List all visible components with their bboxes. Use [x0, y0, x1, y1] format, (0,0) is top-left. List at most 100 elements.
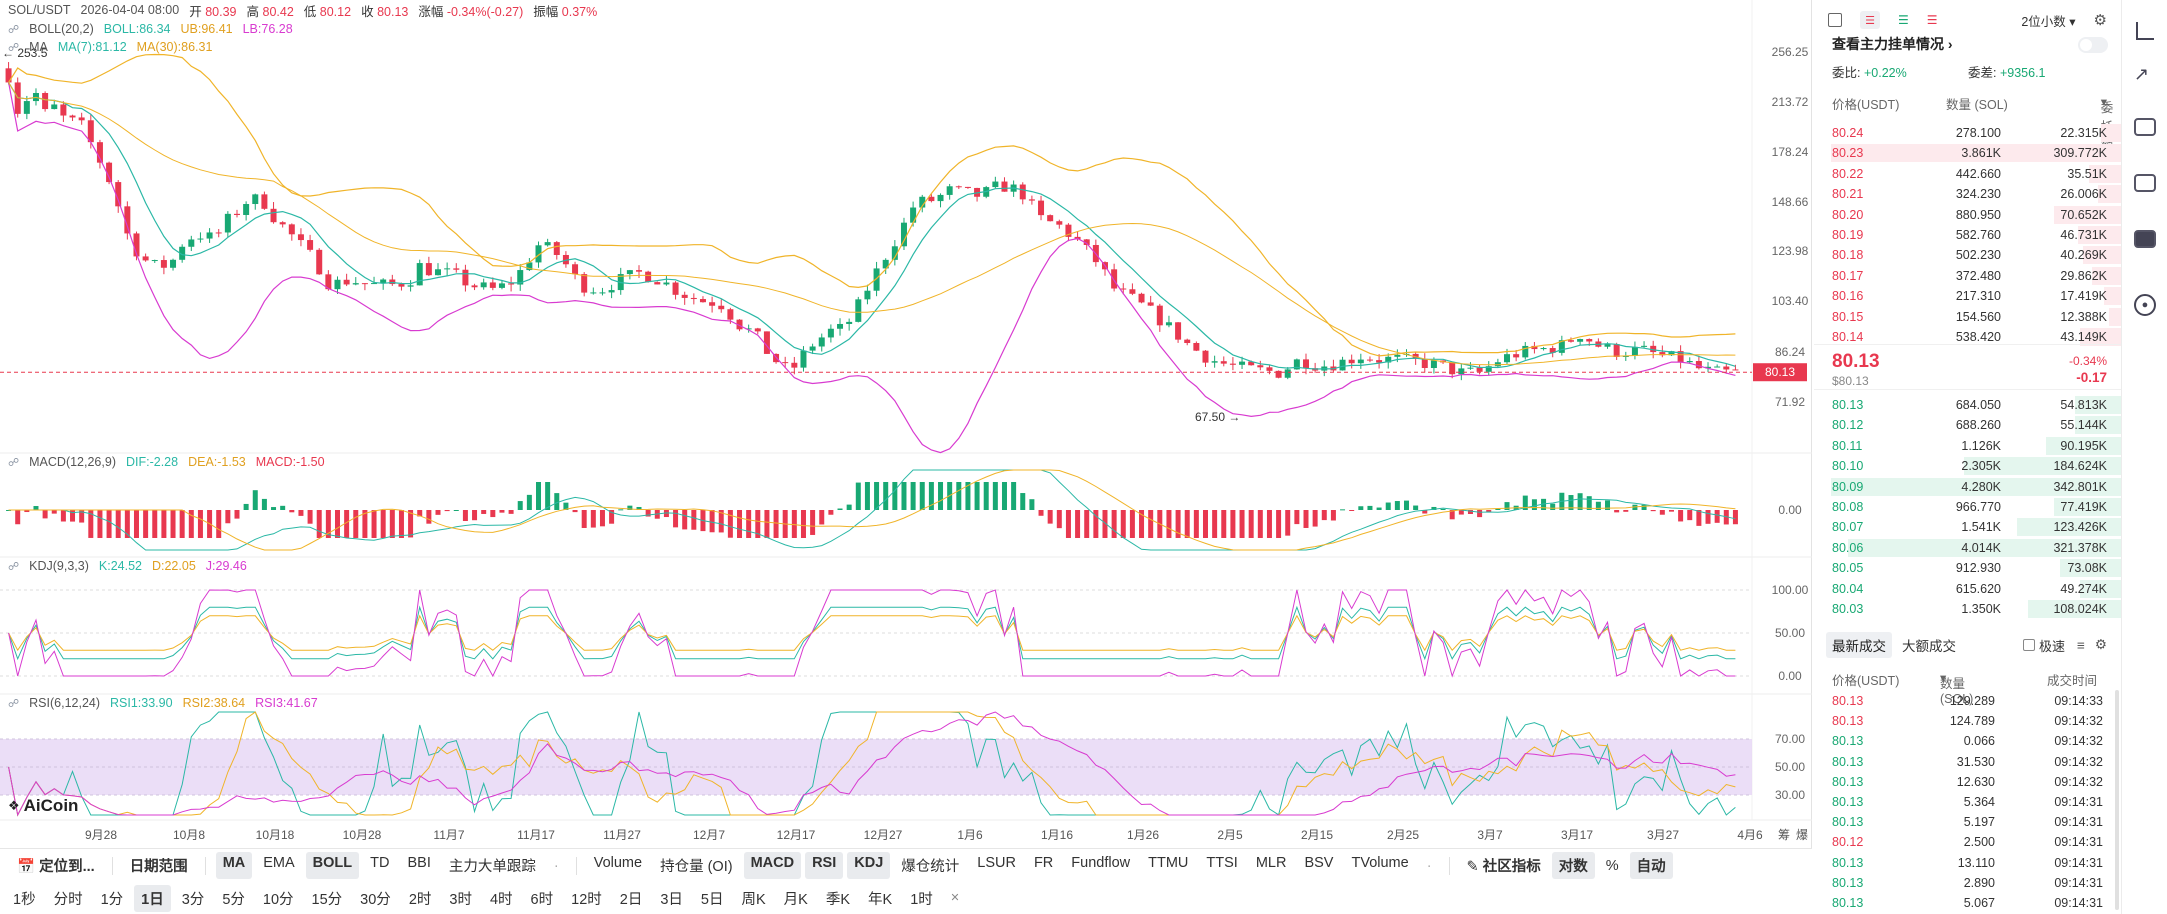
- bell-icon[interactable]: ☍: [8, 697, 20, 710]
- bids-row[interactable]: 80.12 688.260 55.144K: [1814, 415, 2121, 435]
- close-icon[interactable]: ×: [950, 890, 960, 906]
- asks-row[interactable]: 80.24 278.100 22.315K: [1814, 123, 2121, 143]
- main-orders-toggle[interactable]: [2078, 37, 2108, 53]
- interval-7[interactable]: 15分: [311, 891, 343, 908]
- rsi-legend[interactable]: ☍ RSI(6,12,24) RSI1:33.90 RSI2:38.64 RSI…: [8, 694, 318, 712]
- interval-20[interactable]: 年K: [868, 891, 893, 908]
- interval-4[interactable]: 3分: [181, 891, 205, 908]
- interval-16[interactable]: 5日: [700, 891, 724, 908]
- sub-indicator-1[interactable]: 持仓量 (OI): [660, 859, 733, 875]
- macd-legend[interactable]: ☍ MACD(12,26,9) DIF:-2.28 DEA:-1.53 MACD…: [8, 453, 325, 471]
- bell-icon[interactable]: ☍: [8, 560, 20, 573]
- bids-row[interactable]: 80.07 1.541K 123.426K: [1814, 517, 2121, 537]
- sub-indicator-7[interactable]: FR: [1033, 855, 1054, 871]
- bids-row[interactable]: 80.03 1.350K 108.024K: [1814, 599, 2121, 619]
- fast-mode-checkbox[interactable]: 极速: [2022, 636, 2065, 655]
- asks-row[interactable]: 80.18 502.230 40.269K: [1814, 245, 2121, 265]
- trades-scrollbar[interactable]: [2115, 690, 2119, 910]
- asks-row[interactable]: 80.14 538.420 43.149K: [1814, 327, 2121, 347]
- expand-icon[interactable]: [2136, 22, 2154, 40]
- bell-icon[interactable]: ☍: [8, 41, 20, 54]
- bell-icon[interactable]: ☍: [8, 23, 20, 36]
- interval-14[interactable]: 2日: [619, 891, 643, 908]
- asks-row[interactable]: 80.21 324.230 26.006K: [1814, 184, 2121, 204]
- interval-17[interactable]: 周K: [741, 891, 766, 908]
- layout-bids-icon[interactable]: ☰: [1860, 11, 1880, 29]
- trades-col-qty[interactable]: 数量(SOL) ▾: [1940, 671, 1974, 706]
- main-indicator-1[interactable]: EMA: [263, 855, 295, 871]
- asks-row[interactable]: 80.23 3.861K 309.772K: [1814, 143, 2121, 163]
- log-scale-button[interactable]: 对数: [1551, 852, 1595, 879]
- bids-row[interactable]: 80.05 912.930 73.08K: [1814, 558, 2121, 578]
- interval-1[interactable]: 分时: [53, 891, 83, 908]
- interval-21[interactable]: 1时: [910, 891, 933, 908]
- range-button[interactable]: 日期范围: [129, 859, 188, 875]
- chart-icon[interactable]: ↗: [2134, 64, 2150, 84]
- interval-19[interactable]: 季K: [825, 891, 851, 908]
- bids-row[interactable]: 80.11 1.126K 90.195K: [1814, 436, 2121, 456]
- interval-6[interactable]: 10分: [262, 891, 294, 908]
- interval-5[interactable]: 5分: [222, 891, 245, 908]
- layout-both-icon[interactable]: [1828, 13, 1842, 27]
- sub-indicator-10[interactable]: TTSI: [1206, 855, 1238, 871]
- interval-2[interactable]: 1分: [100, 891, 124, 908]
- interval-18[interactable]: 月K: [783, 891, 808, 908]
- sub-indicator-6[interactable]: LSUR: [977, 855, 1016, 871]
- interval-3[interactable]: 1日: [134, 884, 171, 912]
- sub-indicator-3[interactable]: RSI: [805, 852, 844, 879]
- locate-button[interactable]: 📅 定位到...: [17, 859, 95, 875]
- sub-indicator-5[interactable]: 爆仓统计: [901, 859, 960, 875]
- ma-legend[interactable]: ☍ MA MA(7):81.12 MA(30):86.31: [8, 38, 212, 56]
- bids-row[interactable]: 80.13 684.050 54.813K: [1814, 395, 2121, 415]
- bids-row[interactable]: 80.04 615.620 49.274K: [1814, 579, 2121, 599]
- asks-row[interactable]: 80.15 154.560 12.388K: [1814, 307, 2121, 327]
- sub-indicator-0[interactable]: Volume: [593, 855, 643, 871]
- decimals-dropdown[interactable]: 2位小数 ▾: [2021, 14, 2076, 29]
- main-orders-link[interactable]: 查看主力挂单情况 ›: [1832, 36, 1953, 52]
- asks-row[interactable]: 80.17 372.480 29.862K: [1814, 266, 2121, 286]
- tab-latest-trades[interactable]: 最新成交: [1826, 632, 1892, 658]
- main-indicator-4[interactable]: BBI: [407, 855, 431, 871]
- percent-button[interactable]: %: [1605, 857, 1619, 874]
- kdj-legend[interactable]: ☍ KDJ(9,3,3) K:24.52 D:22.05 J:29.46: [8, 557, 247, 575]
- main-indicator-3[interactable]: TD: [370, 855, 390, 871]
- interval-9[interactable]: 2时: [408, 891, 432, 908]
- layout-asks-icon[interactable]: ☰: [1898, 13, 1909, 27]
- interval-15[interactable]: 3日: [660, 891, 683, 908]
- interval-11[interactable]: 4时: [489, 891, 513, 908]
- bids-row[interactable]: 80.08 966.770 77.419K: [1814, 497, 2121, 517]
- robot-icon[interactable]: [2134, 230, 2156, 248]
- interval-0[interactable]: 1秒: [13, 891, 36, 908]
- ai-icon[interactable]: ●: [2134, 294, 2156, 316]
- filter-icon[interactable]: ≡: [2077, 637, 2085, 653]
- sub-indicator-2[interactable]: MACD: [743, 852, 802, 879]
- sub-indicator-11[interactable]: MLR: [1255, 855, 1287, 871]
- asks-row[interactable]: 80.20 880.950 70.652K: [1814, 205, 2121, 225]
- interval-10[interactable]: 3时: [449, 891, 472, 908]
- bids-row[interactable]: 80.06 4.014K 321.378K: [1814, 538, 2121, 558]
- bids-row[interactable]: 80.10 2.305K 184.624K: [1814, 456, 2121, 476]
- boll-legend[interactable]: ☍ BOLL(20,2) BOLL:86.34 UB:96.41 LB:76.2…: [8, 20, 293, 38]
- interval-12[interactable]: 6时: [530, 891, 554, 908]
- interval-13[interactable]: 12时: [571, 891, 602, 908]
- main-indicator-5[interactable]: 主力大单跟踪: [448, 859, 536, 875]
- community-indicators-button[interactable]: ✎ 社区指标: [1466, 859, 1541, 875]
- settings-gear-icon[interactable]: ⚙: [2093, 12, 2107, 29]
- monitor-icon[interactable]: [2134, 118, 2156, 136]
- bids-row[interactable]: 80.09 4.280K 342.801K: [1814, 477, 2121, 497]
- sub-indicator-8[interactable]: Fundflow: [1071, 855, 1131, 871]
- trades-settings-gear-icon[interactable]: ⚙: [2094, 637, 2107, 652]
- asks-row[interactable]: 80.16 217.310 17.419K: [1814, 286, 2121, 306]
- main-indicator-0[interactable]: MA: [215, 852, 253, 879]
- layout-list-icon[interactable]: ☰: [1926, 13, 1938, 27]
- main-indicator-2[interactable]: BOLL: [305, 852, 360, 879]
- wallet-icon[interactable]: [2134, 174, 2156, 192]
- sub-indicator-4[interactable]: KDJ: [847, 852, 891, 879]
- col-amount[interactable]: 委托额 ▾: [2101, 94, 2114, 153]
- asks-row[interactable]: 80.19 582.760 46.731K: [1814, 225, 2121, 245]
- kline-chart[interactable]: 256.25 213.72 178.24 148.66 123.98 103.40 86.2…: [0, 0, 1812, 848]
- auto-scale-button[interactable]: 自动: [1629, 852, 1673, 879]
- sub-indicator-12[interactable]: BSV: [1304, 855, 1334, 871]
- bell-icon[interactable]: ☍: [8, 456, 20, 469]
- chart-area[interactable]: 256.25 213.72 178.24 148.66 123.98 103.40 86.2…: [0, 0, 1812, 848]
